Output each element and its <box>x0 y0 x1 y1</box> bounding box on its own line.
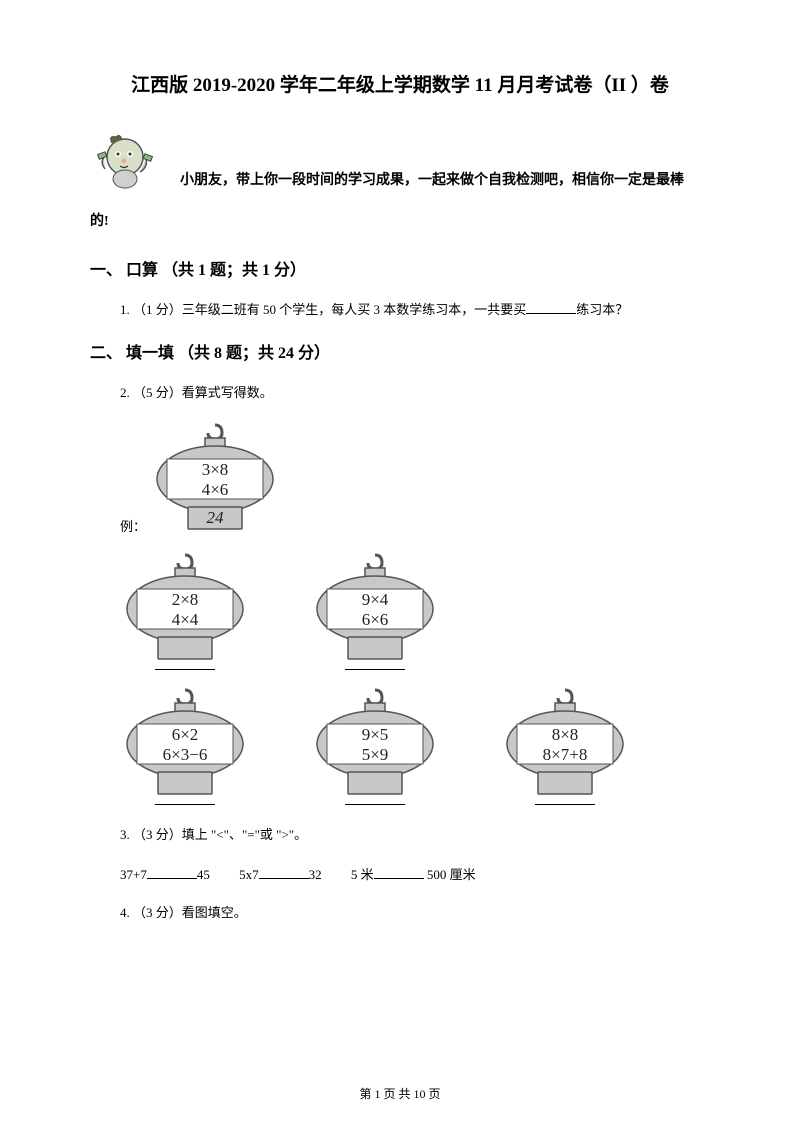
lantern-e-wrap: 8×8 8×7+8 <box>500 688 630 805</box>
blank <box>259 865 309 879</box>
q1-suffix: 练习本？ <box>576 302 628 317</box>
c3a: 5 米 <box>351 867 374 882</box>
q1-prefix: 1. （1 分）三年级二班有 50 个学生，每人买 3 本数学练习本，一共要买 <box>120 302 526 317</box>
blank <box>345 669 405 670</box>
intro-text-2: 的! <box>90 207 710 238</box>
svg-text:9×5: 9×5 <box>362 725 389 744</box>
svg-text:9×4: 9×4 <box>362 590 389 609</box>
svg-text:6×6: 6×6 <box>362 610 389 629</box>
question-2: 2. （5 分）看算式写得数。 <box>120 381 710 404</box>
svg-text:8×7+8: 8×7+8 <box>543 745 588 764</box>
example-label: 例： <box>120 516 146 535</box>
blank <box>526 300 576 314</box>
lantern-row-1: 2×8 4×4 9×4 6×6 <box>120 553 710 670</box>
compare-1: 37+7 45 <box>120 867 213 882</box>
section-2-heading: 二、 填一填 （共 8 题；共 24 分） <box>90 339 710 363</box>
c1b: 45 <box>197 867 210 882</box>
question-3: 3. （3 分）填上 "<"、"="或 ">"。 <box>120 823 710 846</box>
question-4: 4. （3 分）看图填空。 <box>120 901 710 924</box>
svg-text:6×3−6: 6×3−6 <box>163 745 208 764</box>
compare-2: 5x7 32 <box>239 867 325 882</box>
lantern-example: 3×8 4×6 24 <box>150 423 280 535</box>
svg-text:6×2: 6×2 <box>172 725 199 744</box>
intro-text-1: 小朋友，带上你一段时间的学习成果，一起来做个自我检测吧，相信你一定是最棒 <box>180 166 684 197</box>
page-footer: 第 1 页 共 10 页 <box>0 1085 800 1102</box>
page-title: 江西版 2019-2020 学年二年级上学期数学 11 月月考试卷（II ）卷 <box>90 70 710 97</box>
lantern-e: 8×8 8×7+8 <box>500 688 630 800</box>
blank <box>345 804 405 805</box>
svg-text:3×8: 3×8 <box>202 460 229 479</box>
mascot-icon <box>90 127 160 197</box>
compare-row: 37+7 45 5x7 32 5 米 500 厘米 <box>120 864 710 883</box>
c3b: 500 厘米 <box>427 867 476 882</box>
svg-text:2×8: 2×8 <box>172 590 199 609</box>
lantern-b-wrap: 9×4 6×6 <box>310 553 440 670</box>
lantern-d-wrap: 9×5 5×9 <box>310 688 440 805</box>
question-1: 1. （1 分）三年级二班有 50 个学生，每人买 3 本数学练习本，一共要买 练… <box>120 298 710 321</box>
blank <box>155 669 215 670</box>
svg-text:8×8: 8×8 <box>552 725 579 744</box>
intro-row: 小朋友，带上你一段时间的学习成果，一起来做个自我检测吧，相信你一定是最棒 <box>90 127 710 197</box>
svg-text:24: 24 <box>207 508 225 527</box>
blank <box>155 804 215 805</box>
blank <box>147 865 197 879</box>
lantern-b: 9×4 6×6 <box>310 553 440 665</box>
blank <box>535 804 595 805</box>
example-row: 例： 3×8 4×6 24 <box>120 423 710 535</box>
section-1-heading: 一、 口算 （共 1 题；共 1 分） <box>90 256 710 280</box>
c1a: 37+7 <box>120 867 147 882</box>
compare-3: 5 米 500 厘米 <box>351 867 476 882</box>
svg-text:4×4: 4×4 <box>172 610 199 629</box>
svg-text:4×6: 4×6 <box>202 480 229 499</box>
c2a: 5x7 <box>239 867 259 882</box>
blank <box>374 865 424 879</box>
svg-text:5×9: 5×9 <box>362 745 389 764</box>
c2b: 32 <box>309 867 322 882</box>
lantern-row-2: 6×2 6×3−6 9×5 5×9 8×8 8×7+8 <box>120 688 710 805</box>
lantern-a-wrap: 2×8 4×4 <box>120 553 250 670</box>
lantern-a: 2×8 4×4 <box>120 553 250 665</box>
lantern-c: 6×2 6×3−6 <box>120 688 250 800</box>
lantern-d: 9×5 5×9 <box>310 688 440 800</box>
lantern-c-wrap: 6×2 6×3−6 <box>120 688 250 805</box>
